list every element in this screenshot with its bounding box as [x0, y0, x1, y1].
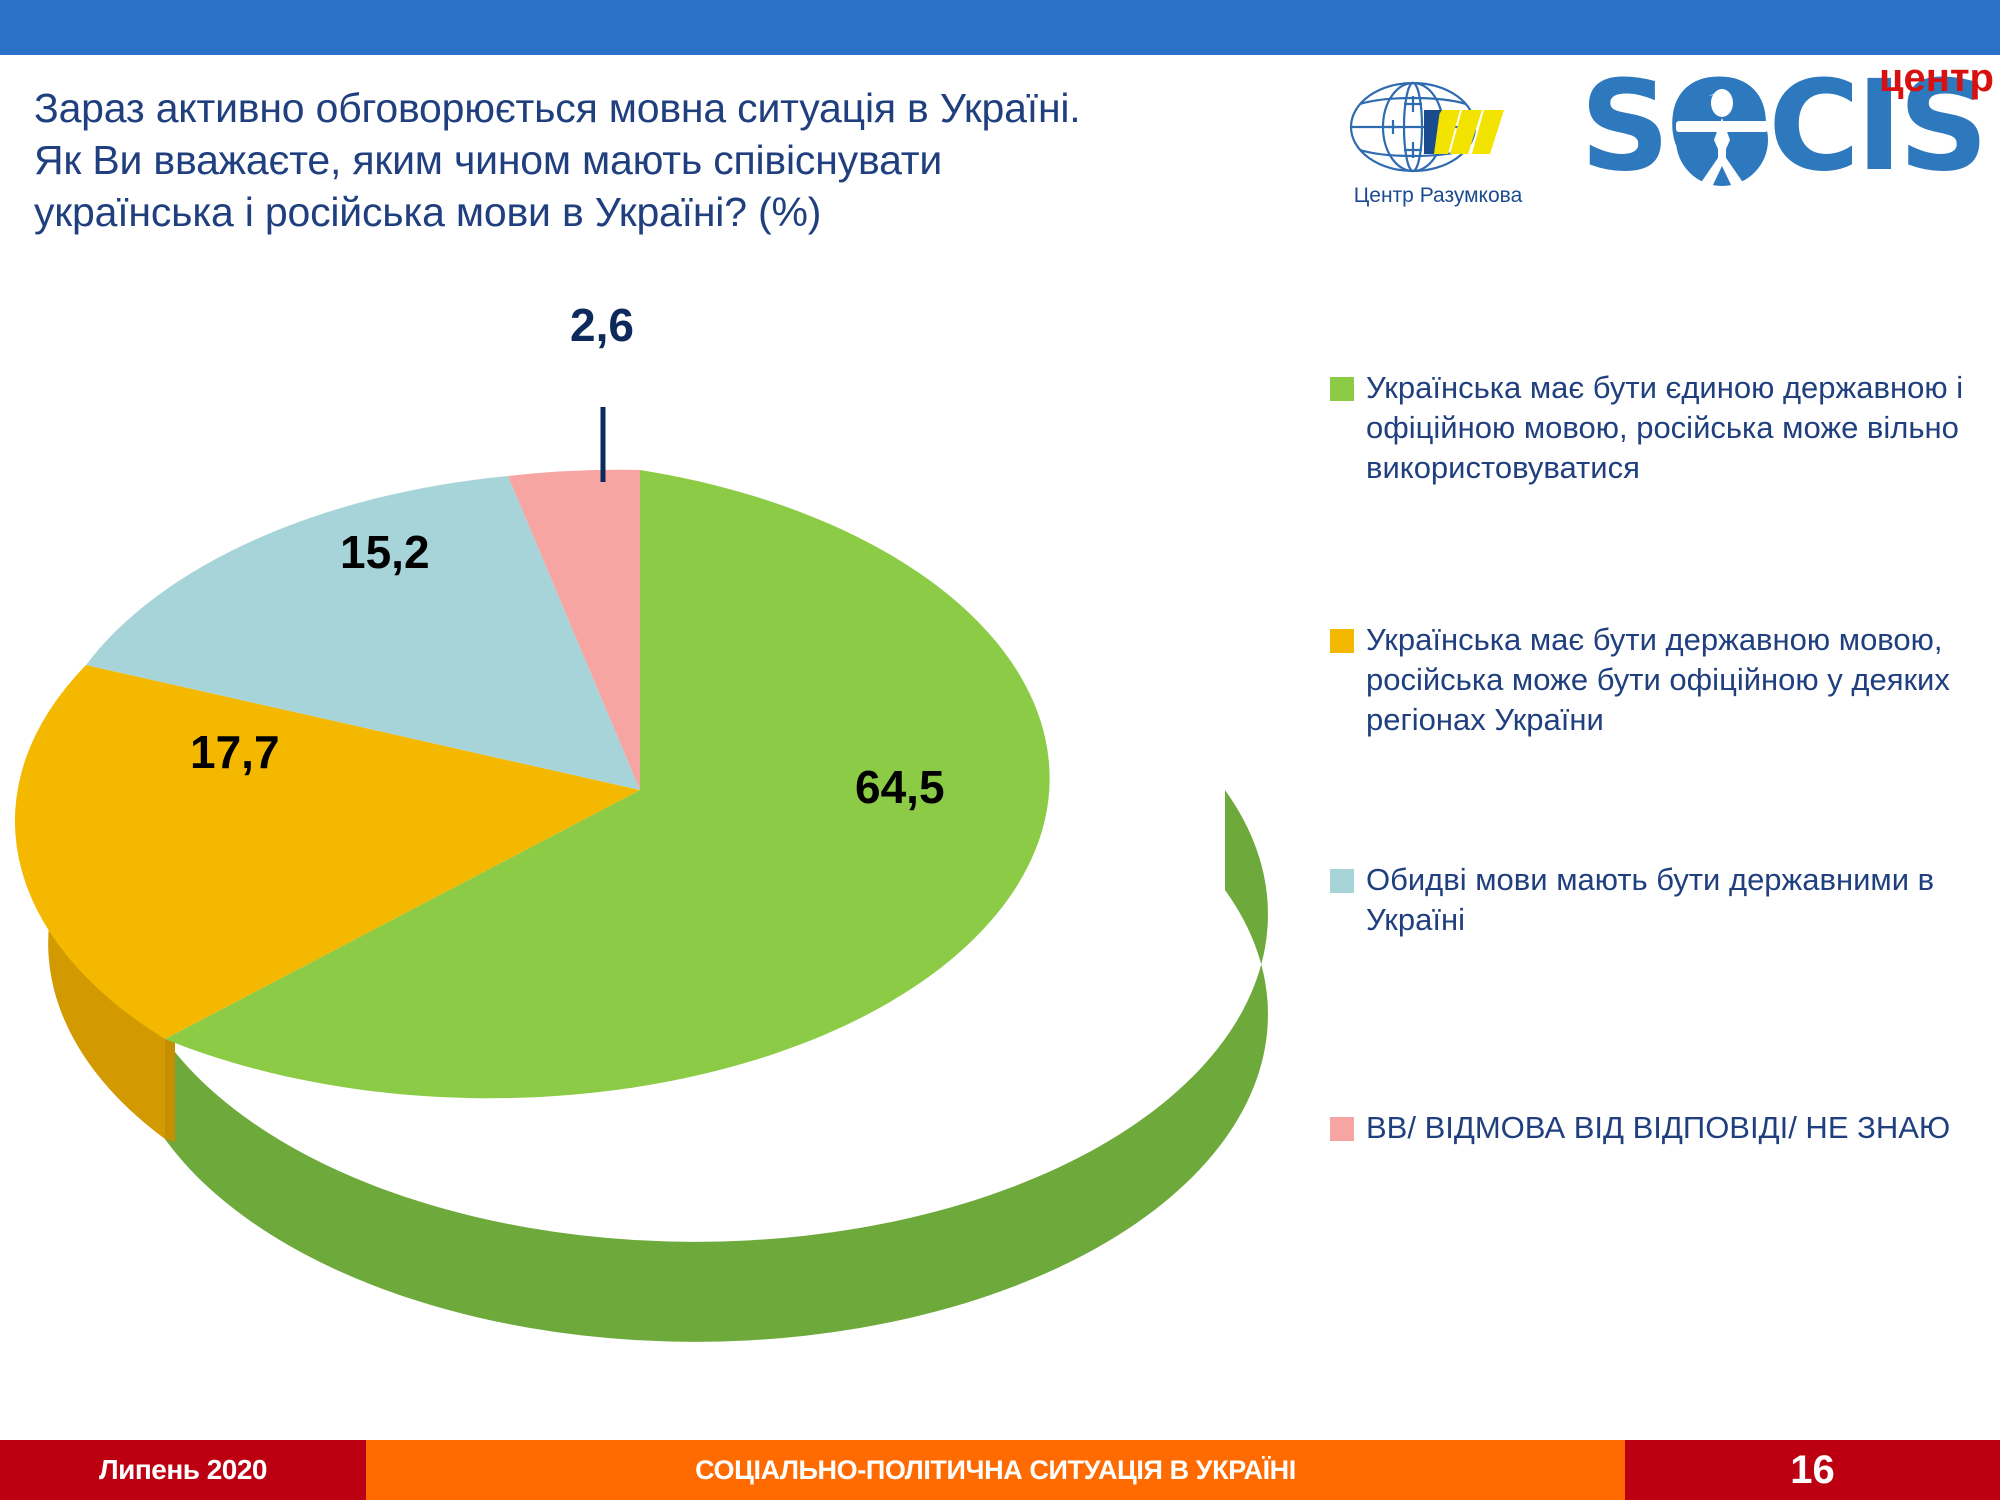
legend-item-no-answer[interactable]: ВВ/ ВІДМОВА ВІД ВІДПОВІДІ/ НЕ ЗНАЮ	[1330, 1108, 1970, 1148]
pie-slice-ukrainian-state-russian-regional	[14, 665, 640, 1039]
legend-swatch-pink	[1330, 1117, 1354, 1141]
footer-title-section: СОЦІАЛЬНО-ПОЛІТИЧНА СИТУАЦІЯ В УКРАЇНІ	[366, 1440, 1625, 1500]
razumkov-globe-icon	[1349, 81, 1504, 173]
pie-slice-both-state	[86, 476, 640, 790]
footer-bar: Липень 2020 СОЦІАЛЬНО-ПОЛІТИЧНА СИТУАЦІЯ…	[0, 1440, 2000, 1500]
pie-slice-no-answer	[508, 469, 640, 790]
footer-page-section: 16	[1625, 1440, 2000, 1500]
socis-vitruvian-man-icon	[1676, 89, 1768, 187]
legend-label-both-state: Обидві мови мають бути державними в Укра…	[1366, 862, 1935, 937]
footer-date: Липень 2020	[98, 1454, 268, 1485]
data-label-both-state: 15,2	[340, 526, 430, 578]
pie-chart-graphic	[14, 407, 1268, 1342]
legend-item-ukrainian-state-russian-regional[interactable]: Українська має бути державною мовою, рос…	[1330, 620, 1970, 740]
razumkov-caption: Центр Разумкова	[1353, 184, 1523, 207]
legend-item-ukrainian-only[interactable]: Українська має бути єдиною державною і о…	[1330, 368, 1970, 488]
page-title-line-3: українська і російська мови в Україні? (…	[34, 189, 822, 235]
pie-chart: 2,6 15,2 17,7 64,5	[0, 299, 1320, 1380]
footer-page-number: 16	[1790, 1447, 1835, 1492]
socis-superscript: центр	[1878, 56, 1994, 100]
razumkov-flag-mark	[1424, 110, 1504, 154]
legend-item-both-state[interactable]: Обидві мови мають бути державними в Укра…	[1330, 860, 1970, 940]
legend-label-ukrainian-state-russian-regional: Українська має бути державною мовою, рос…	[1366, 622, 1950, 737]
socis-logo: SOCIS центр	[1580, 54, 2000, 199]
data-label-ukrainian-state-russian-regional: 17,7	[190, 726, 280, 778]
pie-slice-ukrainian-only	[165, 470, 1050, 1099]
top-accent-bar	[0, 0, 2000, 55]
pie-slices	[14, 469, 1050, 1099]
footer-date-section: Липень 2020	[0, 1440, 366, 1500]
legend-swatch-orange	[1330, 629, 1354, 653]
legend-label-ukrainian-only: Українська має бути єдиною державною і о…	[1366, 370, 1964, 485]
legend-swatch-green	[1330, 377, 1354, 401]
pie-3d-side-walls	[48, 790, 1268, 1342]
razumkov-centre-logo: Центр Разумкова	[1338, 72, 1538, 212]
footer-title: СОЦІАЛЬНО-ПОЛІТИЧНА СИТУАЦІЯ В УКРАЇНІ	[695, 1454, 1296, 1485]
data-label-ukrainian-only: 64,5	[855, 761, 945, 813]
legend-swatch-teal	[1330, 869, 1354, 893]
data-label-no-answer: 2,6	[570, 299, 634, 351]
socis-wordmark: SOCIS	[1580, 54, 1989, 199]
page-title: Зараз активно обговорюється мовна ситуац…	[34, 82, 1334, 238]
page-title-line-1: Зараз активно обговорюється мовна ситуац…	[34, 85, 1081, 131]
legend-label-no-answer: ВВ/ ВІДМОВА ВІД ВІДПОВІДІ/ НЕ ЗНАЮ	[1366, 1110, 1951, 1145]
page-title-line-2: Як Ви вважаєте, яким чином мають співісн…	[34, 137, 943, 183]
